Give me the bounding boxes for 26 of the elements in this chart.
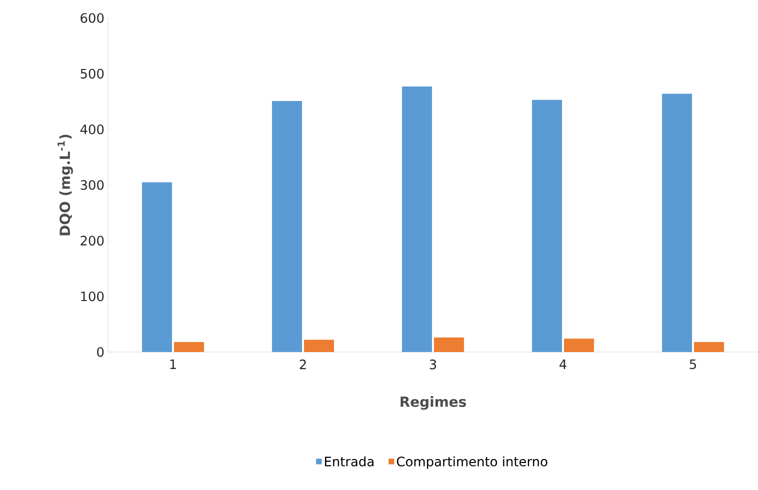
y-tick-label: 0 <box>97 347 104 357</box>
y-tick-label: 300 <box>80 180 104 190</box>
x-tick-label: 1 <box>170 360 176 369</box>
bar <box>174 342 204 352</box>
bar <box>272 100 302 352</box>
legend-label: Entrada <box>324 456 374 466</box>
y-tick-label: 200 <box>80 236 104 246</box>
legend-label: Compartimento interno <box>396 456 548 469</box>
x-tick-label: 3 <box>430 360 436 370</box>
bar <box>694 342 724 352</box>
x-tick-label: 2 <box>300 360 306 370</box>
bar <box>304 340 334 352</box>
x-tick-label: 4 <box>560 360 566 369</box>
y-tick-label: 600 <box>80 13 104 23</box>
bar <box>662 94 692 352</box>
x-axis-title: Regimes <box>400 396 466 410</box>
bar <box>434 338 464 352</box>
y-tick-label: 400 <box>80 124 104 134</box>
bar <box>142 182 172 352</box>
bar <box>564 338 594 352</box>
y-tick-label: 500 <box>80 68 104 79</box>
y-tick-label: 100 <box>81 291 104 302</box>
x-tick-label: 5 <box>690 360 696 370</box>
bar <box>402 86 432 352</box>
bar <box>532 100 562 352</box>
y-axis-title: DQO (mg.L$^{-1}$) <box>58 134 73 236</box>
